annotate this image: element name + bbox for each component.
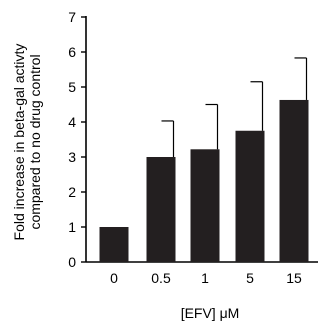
y-ticks: 0 1 2 3 4 5 6 7: [68, 9, 86, 270]
x-tick-labels: 0 0.5 1 5 15: [110, 270, 302, 286]
x-tick-label: 5: [246, 270, 254, 286]
x-tick-label: 0: [110, 270, 118, 286]
x-tick-label: 0.5: [151, 270, 171, 286]
bars: [99, 99, 309, 262]
y-tick-label: 3: [68, 149, 76, 165]
bar: [235, 130, 265, 262]
y-tick-label: 2: [68, 184, 76, 200]
y-tick-label: 6: [68, 44, 76, 60]
bar: [99, 227, 129, 262]
y-axis-title: Fold increase in beta-gal activty compar…: [11, 44, 43, 241]
x-tick-label: 15: [286, 270, 302, 286]
bar: [279, 99, 309, 262]
bar: [190, 149, 220, 262]
error-bars: [161, 57, 308, 157]
y-axis-title-line2: compared to no drug control: [27, 54, 43, 229]
y-tick-label: 7: [68, 9, 76, 25]
y-tick-label: 0: [68, 254, 76, 270]
y-axis-title-line1: Fold increase in beta-gal activty: [11, 44, 27, 241]
bar: [146, 157, 176, 262]
y-tick-label: 1: [68, 219, 76, 235]
x-tick-label: 1: [201, 270, 209, 286]
y-tick-label: 4: [68, 114, 76, 130]
y-tick-label: 5: [68, 79, 76, 95]
x-axis-title: [EFV] μM: [181, 305, 240, 321]
